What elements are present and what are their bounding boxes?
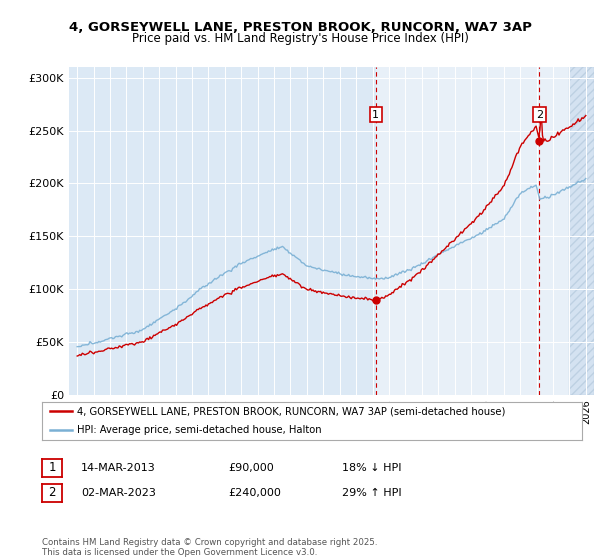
Text: 4, GORSEYWELL LANE, PRESTON BROOK, RUNCORN, WA7 3AP: 4, GORSEYWELL LANE, PRESTON BROOK, RUNCO…	[68, 21, 532, 34]
Text: 18% ↓ HPI: 18% ↓ HPI	[342, 463, 401, 473]
Text: £240,000: £240,000	[228, 488, 281, 498]
Bar	[569, 67, 594, 395]
Text: Contains HM Land Registry data © Crown copyright and database right 2025.
This d: Contains HM Land Registry data © Crown c…	[42, 538, 377, 557]
Text: Price paid vs. HM Land Registry's House Price Index (HPI): Price paid vs. HM Land Registry's House …	[131, 32, 469, 45]
Text: 1: 1	[372, 110, 379, 120]
Text: 2: 2	[536, 110, 543, 120]
Text: 4, GORSEYWELL LANE, PRESTON BROOK, RUNCORN, WA7 3AP (semi-detached house): 4, GORSEYWELL LANE, PRESTON BROOK, RUNCO…	[77, 406, 505, 416]
Text: 29% ↑ HPI: 29% ↑ HPI	[342, 488, 401, 498]
Text: £90,000: £90,000	[228, 463, 274, 473]
Bar	[376, 67, 594, 395]
Text: 1: 1	[49, 461, 56, 474]
Text: HPI: Average price, semi-detached house, Halton: HPI: Average price, semi-detached house,…	[77, 425, 322, 435]
Text: 14-MAR-2013: 14-MAR-2013	[81, 463, 156, 473]
Text: 2: 2	[49, 486, 56, 500]
Text: 02-MAR-2023: 02-MAR-2023	[81, 488, 156, 498]
